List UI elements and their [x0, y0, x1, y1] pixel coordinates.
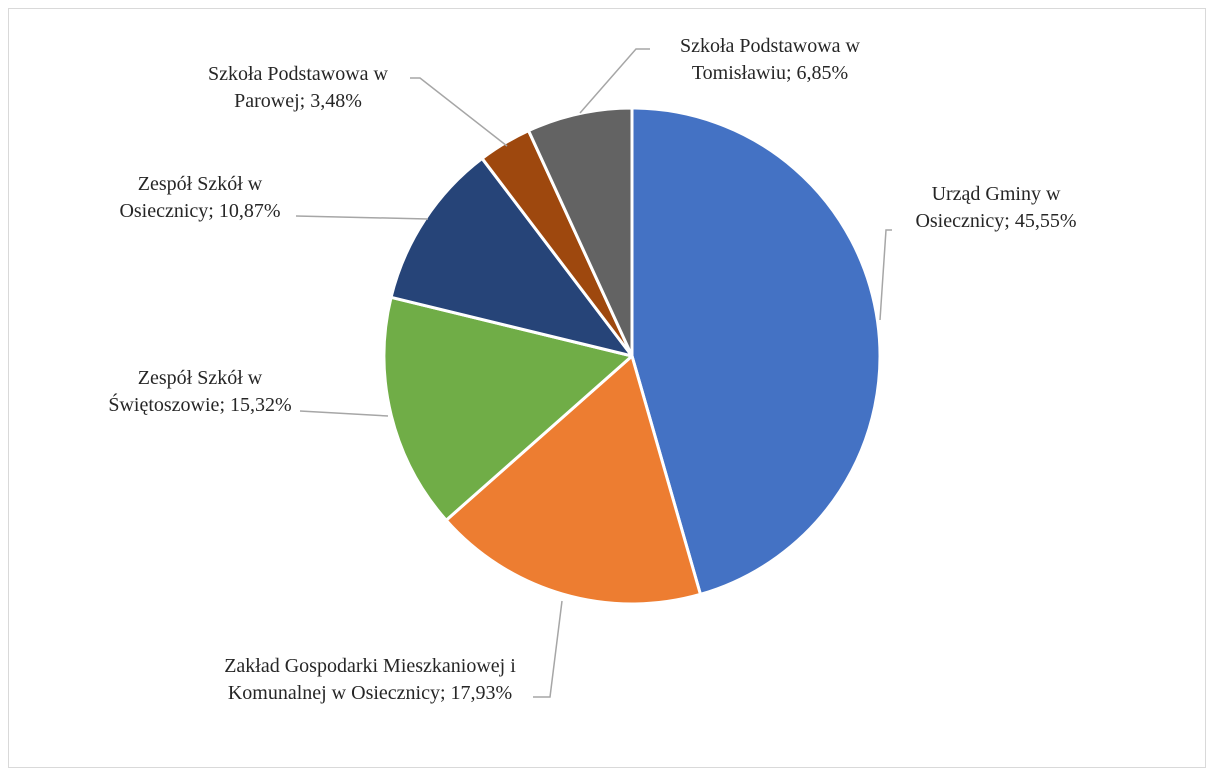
pie-slice-urzad-gminy-w-osiecznicy	[630, 106, 882, 596]
leader-line-szkola-podstawowa-w-parowej	[410, 77, 508, 147]
pie-slice-zaklad-gospodarki-mieszkaniowej-i-komunalnej-w-osiecznicy	[444, 354, 702, 606]
data-label-line: Szkoła Podstawowa w	[208, 63, 389, 85]
leader-lines	[295, 48, 892, 698]
pie-slice-zespol-szkol-w-swietoszowie	[382, 295, 634, 522]
data-label-line: Komunalnej w Osiecznicy; 17,93%	[228, 682, 512, 704]
data-label-line: Zakład Gospodarki Mieszkaniowej i	[224, 655, 516, 677]
pie-slice-zespol-szkol-w-osiecznicy	[389, 156, 634, 358]
pie-slices	[382, 106, 882, 606]
data-label-line: Świętoszowie; 15,32%	[108, 392, 291, 416]
data-label-line: Szkoła Podstawowa w	[680, 35, 861, 57]
data-label-line: Zespół Szkół w	[138, 173, 263, 195]
data-label-szkola-podstawowa-w-tomislawiu: Szkoła Podstawowa w Tomisławiu; 6,85%	[680, 35, 861, 84]
data-label-line: Zespół Szkół w	[138, 367, 263, 389]
data-label-line: Tomisławiu; 6,85%	[692, 62, 848, 84]
data-labels: Urząd Gminy w Osiecznicy; 45,55% Zakład Go…	[108, 35, 1076, 704]
leader-line-zespol-szkol-w-osiecznicy	[295, 215, 429, 220]
leader-line-zaklad-gospodarki-mieszkaniowej-i-komunalnej-w-osiecznicy	[533, 600, 563, 698]
data-label-zaklad-gospodarki-mieszkaniowej-i-komunalnej-w-osiecznicy: Zakład Gospodarki Mieszkaniowej i Komunal…	[224, 655, 516, 704]
leader-line-urzad-gminy-w-osiecznicy	[879, 229, 892, 321]
data-label-line: Osiecznicy; 45,55%	[915, 210, 1076, 232]
leader-line-zespol-szkol-w-swietoszowie	[299, 410, 389, 417]
data-label-szkola-podstawowa-w-parowej: Szkoła Podstawowa w Parowej; 3,48%	[208, 63, 389, 112]
data-label-line: Urząd Gminy w	[932, 183, 1061, 205]
leader-line-szkola-podstawowa-w-tomislawiu	[579, 48, 650, 114]
data-label-line: Osiecznicy; 10,87%	[119, 200, 280, 222]
pie-slice-szkola-podstawowa-w-tomislawiu	[527, 106, 634, 358]
data-label-line: Parowej; 3,48%	[234, 90, 362, 112]
data-label-zespol-szkol-w-osiecznicy: Zespół Szkół w Osiecznicy; 10,87%	[119, 173, 280, 222]
data-label-zespol-szkol-w-swietoszowie: Zespół Szkół w Świętoszowie; 15,32%	[108, 367, 291, 416]
data-label-urzad-gminy-w-osiecznicy: Urząd Gminy w Osiecznicy; 45,55%	[915, 183, 1076, 232]
